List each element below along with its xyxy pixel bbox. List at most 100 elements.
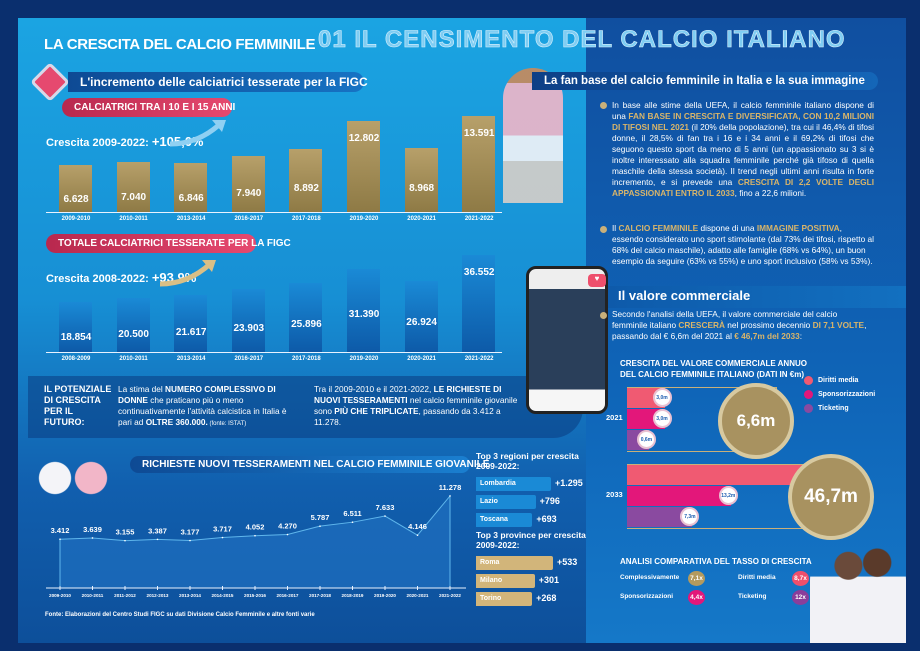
players-photo — [28, 438, 118, 538]
bar-value-label: 23.903 — [233, 322, 265, 334]
rate-value: 8,7x — [792, 571, 809, 586]
section-title: L'incremento delle calciatrici tesserate… — [68, 72, 368, 92]
bar: Roma — [476, 556, 553, 570]
x-tick-label: 2019-2020 — [374, 593, 396, 598]
bar — [347, 268, 380, 352]
data-label: 3.639 — [83, 525, 102, 534]
bar-value-label: 26.924 — [406, 317, 437, 329]
x-tick-label: 2013-2014 — [179, 593, 201, 598]
rate-label: Diritti media — [738, 574, 776, 581]
legend-swatch — [804, 404, 813, 413]
potential-heading: IL POTENZIALE DI CRESCITA PER IL FUTURO: — [44, 384, 112, 427]
bar-value-label: +1.295 — [555, 478, 583, 488]
potential-text-2: Tra il 2009-2010 e il 2021-2022, LE RICH… — [314, 384, 518, 427]
phone-photo — [526, 266, 608, 414]
x-tick-label: 2011-2012 — [114, 593, 136, 598]
bar-value-label: 7.040 — [121, 192, 147, 203]
chart2-label: TOTALE CALCIATRICI TESSERATE PER LA FIGC — [46, 234, 291, 253]
line-chart: 3.412 2009-2010 3.639 2010-2011 3.155 2011-20… — [46, 483, 466, 598]
bar-value-label: +796 — [539, 496, 560, 506]
x-tick-label: 2016-2017 — [234, 216, 264, 222]
line-chart-title: RICHIESTE NUOVI TESSERAMENTI NEL CALCIO … — [130, 456, 489, 473]
data-label: 3.717 — [213, 525, 232, 534]
x-tick-label: 2012-2013 — [147, 593, 169, 598]
bar-value-label: 8.892 — [293, 183, 319, 195]
bar-value-label: 6.628 — [63, 194, 89, 205]
data-label: 3.412 — [51, 526, 70, 535]
bar — [462, 255, 496, 352]
bar-value-label: 25.896 — [291, 319, 322, 331]
x-tick-label: 2021-2022 — [464, 356, 494, 362]
bar-value-label: +693 — [536, 514, 557, 524]
data-point — [384, 515, 386, 517]
data-label: 5.787 — [311, 513, 330, 522]
bar-value-bubble: 7,3m — [680, 507, 700, 526]
data-label: 4.146 — [408, 522, 427, 531]
infographic-page: 01 IL CENSIMENTO DEL CALCIO ITALIANO LA … — [18, 18, 906, 643]
x-tick-label: 2010-2011 — [82, 593, 104, 598]
x-tick-label: 2013-2014 — [176, 356, 206, 362]
commercial-text: Secondo l'analisi della UEFA, il valore … — [612, 309, 867, 341]
bullet-icon — [600, 312, 607, 319]
data-point — [221, 536, 224, 539]
data-point — [416, 534, 419, 536]
x-tick-label: 2018-2019 — [342, 593, 364, 598]
growth-arrow-icon — [159, 260, 216, 287]
x-tick-label: 2020-2021 — [407, 593, 429, 598]
data-label: 3.155 — [116, 528, 135, 537]
x-tick-label: 2020-2021 — [407, 216, 436, 222]
bar — [174, 294, 208, 352]
bar-value-label: 21.617 — [175, 327, 207, 339]
data-point — [351, 521, 354, 523]
bar-value-label: 36.552 — [463, 267, 495, 279]
bar-value-label: 31.390 — [348, 309, 380, 321]
total-circle-2033: 46,7m — [788, 454, 874, 540]
data-label: 7.633 — [376, 503, 395, 512]
bar-value-label: 7.940 — [236, 187, 262, 199]
growth-label: Crescita 2008-2022: — [46, 273, 149, 285]
source-note: Fonte: Elaborazioni del Centro Studi FIG… — [45, 612, 315, 618]
legend-label: Ticketing — [818, 405, 849, 412]
fan-base-title: La fan base del calcio femminile in Ital… — [532, 72, 878, 90]
bar: Milano — [476, 574, 535, 588]
legend-label: Sponsorizzazioni — [818, 391, 876, 398]
bar-value-label: 8.968 — [409, 182, 435, 194]
data-point — [254, 534, 256, 537]
image-text: Il CALCIO FEMMINILE dispone di una IMMAG… — [612, 223, 874, 266]
commercial-chart-title: CRESCITA DEL VALORE COMMERCIALE ANNUO DE… — [620, 359, 807, 379]
x-tick-label: 2010-2011 — [119, 356, 148, 362]
chart1-label: CALCIATRICI TRA I 10 E I 15 ANNI — [62, 98, 235, 117]
bar: Toscana — [476, 513, 533, 527]
bar — [116, 297, 150, 352]
data-point — [59, 538, 61, 541]
provinces-title: Top 3 province per crescita 2009-2022: — [476, 530, 586, 550]
bar — [627, 486, 731, 506]
data-point — [449, 495, 451, 497]
rate-label: Complessivamente — [620, 574, 680, 581]
x-axis — [46, 352, 502, 353]
potential-band — [28, 376, 583, 438]
x-tick-label: 2019-2020 — [349, 356, 379, 362]
rate-label: Ticketing — [738, 593, 767, 600]
data-point — [91, 537, 94, 539]
year-label: 2021 — [606, 413, 623, 422]
bar — [231, 288, 265, 352]
bar — [404, 280, 438, 352]
bar: Torino — [476, 592, 533, 606]
rate-value: 7,1x — [688, 571, 705, 586]
bar-value-label: 18.854 — [60, 332, 92, 344]
heart-icon: ♥ — [588, 274, 606, 287]
bar-value-label: +301 — [538, 575, 559, 585]
bar — [404, 148, 438, 212]
data-point — [286, 533, 289, 536]
data-label: 6.511 — [343, 509, 361, 518]
bar — [231, 155, 265, 212]
data-point — [319, 525, 321, 527]
bar — [174, 163, 208, 212]
bar-value-bubble: 0,6m — [636, 430, 656, 449]
bar — [59, 164, 92, 212]
regions-title: Top 3 regioni per crescita 2009-2022: — [476, 451, 579, 471]
data-point — [156, 538, 159, 541]
growth-label: Crescita 2009-2022: — [46, 137, 149, 149]
bar-value-bubble: 3,0m — [652, 409, 672, 428]
